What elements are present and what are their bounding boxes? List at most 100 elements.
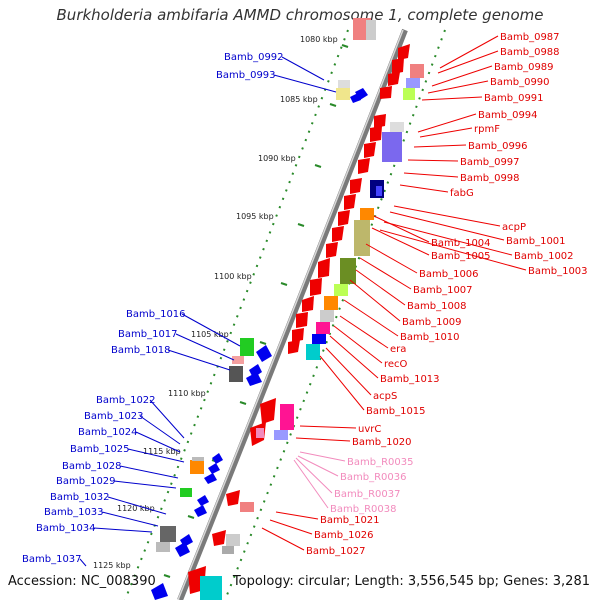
leader-line	[355, 269, 406, 306]
forward-gene-arrow	[318, 258, 330, 278]
ruler-label: 1120 kbp	[117, 504, 155, 513]
gene-label: fabG	[450, 188, 474, 199]
gene-label: Bamb_1004	[431, 238, 491, 249]
feature-box	[229, 366, 243, 382]
ruler-tick	[329, 103, 337, 107]
feature-box	[180, 488, 192, 497]
gene-label: acpS	[373, 391, 397, 402]
leader-line	[421, 96, 483, 101]
forward-gene-arrow	[388, 72, 400, 86]
reverse-gene-arrow	[249, 364, 262, 378]
leader-line	[295, 457, 333, 494]
leader-line	[281, 56, 325, 81]
feature-box	[256, 428, 264, 438]
reverse-gene-arrow	[212, 453, 223, 464]
feature-box	[192, 457, 204, 461]
rna-gene-labels: Bamb_R0035 Bamb_R0036 Bamb_R0037 Bamb_R0038	[293, 451, 413, 515]
forward-gene-arrow	[370, 126, 382, 142]
gene-label: Bamb_0998	[460, 173, 520, 184]
feature-box	[390, 122, 404, 132]
leader-line	[107, 496, 167, 515]
gene-label: Bamb_0994	[478, 110, 538, 121]
leader-line	[431, 65, 493, 87]
leader-line	[295, 437, 351, 442]
ruler-tick	[280, 282, 288, 286]
leader-line	[135, 431, 181, 453]
leader-line	[349, 279, 401, 322]
feature-box	[410, 64, 424, 78]
leader-line	[297, 455, 339, 477]
forward-gene-arrow	[380, 86, 392, 99]
leader-line	[339, 315, 389, 349]
map-title: Burkholderia ambifaria AMMD chromosome 1…	[56, 6, 544, 24]
leader-line	[139, 415, 181, 445]
leader-line	[269, 519, 313, 535]
gene-label: Bamb_1023	[84, 411, 144, 422]
gene-label: Bamb_1016	[126, 309, 186, 320]
forward-gene-arrow	[338, 210, 350, 226]
leader-line	[439, 35, 499, 69]
feature-box	[382, 132, 402, 162]
leader-line	[407, 159, 459, 162]
gene-label: acpP	[502, 222, 526, 233]
gene-label: Bamb_1029	[56, 476, 116, 487]
feature-box	[306, 344, 320, 360]
gene-label: Bamb_1024	[78, 427, 138, 438]
reverse-gene-arrow	[194, 505, 207, 517]
gene-label: Bamb_1025	[70, 444, 130, 455]
ruler-track-left	[124, 29, 349, 600]
gene-label: Bamb_0989	[494, 62, 554, 73]
leader-line	[149, 399, 185, 439]
gene-label: Bamb_1017	[118, 329, 178, 340]
gene-label: Bamb_0996	[468, 141, 528, 152]
gene-label: Bamb_0987	[500, 32, 560, 43]
gene-label: Bamb_1037	[22, 554, 82, 565]
feature-box	[156, 542, 170, 552]
gene-label: Bamb_1008	[407, 301, 467, 312]
leader-line	[333, 325, 383, 364]
ruler-label: 1085 kbp	[280, 95, 318, 104]
gene-label: rpmF	[474, 124, 500, 135]
gene-label: Bamb_1005	[431, 251, 491, 262]
gene-label: recO	[384, 359, 408, 370]
feature-box	[160, 526, 176, 542]
forward-gene-arrow	[302, 296, 314, 312]
forward-gene-arrow	[344, 194, 356, 210]
left-gene-labels: Bamb_0992 Bamb_0993 Bamb_1016 Bamb_1017 Bamb…	[22, 52, 337, 567]
gene-label: Bamb_R0037	[334, 489, 400, 500]
reverse-gene-arrow	[208, 463, 220, 474]
leader-line	[101, 511, 159, 527]
leader-line	[167, 349, 231, 371]
gene-label: Bamb_1018	[111, 345, 171, 356]
leader-line	[119, 465, 179, 479]
leader-line	[343, 299, 399, 337]
leader-line	[399, 184, 449, 193]
feature-box	[200, 576, 222, 600]
leader-line	[181, 313, 241, 347]
gene-label: Bamb_1006	[419, 269, 479, 280]
right-gene-labels: Bamb_0987 Bamb_0988 Bamb_0989 Bamb_0990 Bamb…	[261, 32, 588, 557]
leader-line	[261, 527, 305, 551]
reverse-gene-arrow	[350, 93, 361, 103]
gene-label: Bamb_1022	[96, 395, 156, 406]
feature-box	[280, 404, 294, 430]
ruler-label: 1090 kbp	[258, 154, 296, 163]
forward-gene-arrow	[226, 490, 240, 506]
forward-gene-arrow	[296, 312, 308, 328]
gene-label: Bamb_0991	[484, 93, 544, 104]
gene-label: Bamb_1032	[50, 492, 110, 503]
gene-label: Bamb_1020	[352, 437, 412, 448]
feature-box	[338, 80, 350, 88]
feature-box	[320, 310, 334, 322]
forward-gene-arrow	[288, 340, 300, 354]
ruler-label: 1105 kbp	[191, 330, 229, 339]
leader-line	[293, 459, 329, 509]
forward-gene-arrow	[364, 142, 376, 158]
forward-strand-features	[188, 18, 424, 600]
gene-label: Bamb_1034	[36, 523, 96, 534]
forward-gene-arrow	[292, 328, 304, 342]
gene-label: era	[390, 344, 406, 355]
feature-box	[232, 356, 244, 364]
feature-box	[340, 258, 356, 284]
gene-label: Bamb_0993	[216, 70, 276, 81]
